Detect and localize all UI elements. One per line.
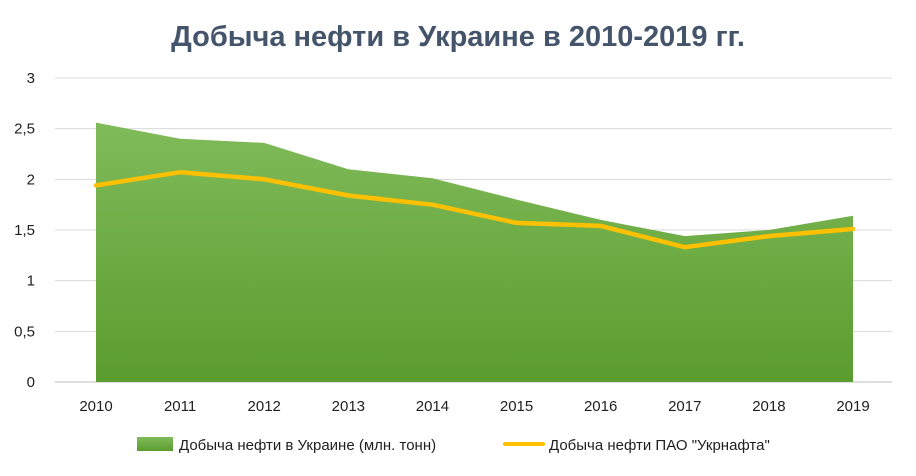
x-tick-label: 2019 — [836, 398, 869, 415]
y-tick-label: 1 — [27, 273, 35, 290]
area-series-ukraine — [96, 122, 853, 382]
x-tick-label: 2014 — [416, 398, 449, 415]
x-tick-label: 2015 — [500, 398, 533, 415]
y-tick-label: 1,5 — [14, 222, 35, 239]
x-tick-label: 2011 — [164, 398, 196, 415]
chart-title: Добыча нефти в Украине в 2010-2019 гг. — [171, 21, 745, 53]
x-tick-label: 2012 — [248, 398, 281, 415]
y-tick-label: 0,5 — [14, 323, 35, 340]
y-tick-label: 3 — [27, 70, 35, 87]
line-series-ukrnafta — [93, 169, 856, 250]
legend-label-area: Добыча нефти в Украине (млн. тонн) — [179, 437, 436, 454]
x-axis-ticks: 2010 2011 2012 2013 2014 2015 2016 2017 2018 2019 — [79, 398, 869, 415]
x-tick-label: 2016 — [584, 398, 617, 415]
legend-label-line: Добыча нефти ПАО "Укрнафта" — [549, 437, 770, 454]
y-tick-label: 2,5 — [14, 121, 35, 138]
legend: Добыча нефти в Украине (млн. тонн) Добыч… — [137, 437, 770, 454]
x-tick-label: 2013 — [332, 398, 365, 415]
line-series-layer — [93, 169, 856, 250]
y-axis-ticks: 0 0,5 1 1,5 2 2,5 3 — [14, 70, 35, 391]
x-tick-label: 2017 — [668, 398, 701, 415]
y-tick-label: 0 — [27, 374, 35, 391]
area-series-layer — [96, 122, 853, 382]
legend-swatch-area — [137, 437, 173, 451]
x-tick-label: 2018 — [752, 398, 785, 415]
x-tick-label: 2010 — [79, 398, 112, 415]
y-tick-label: 2 — [27, 171, 35, 188]
